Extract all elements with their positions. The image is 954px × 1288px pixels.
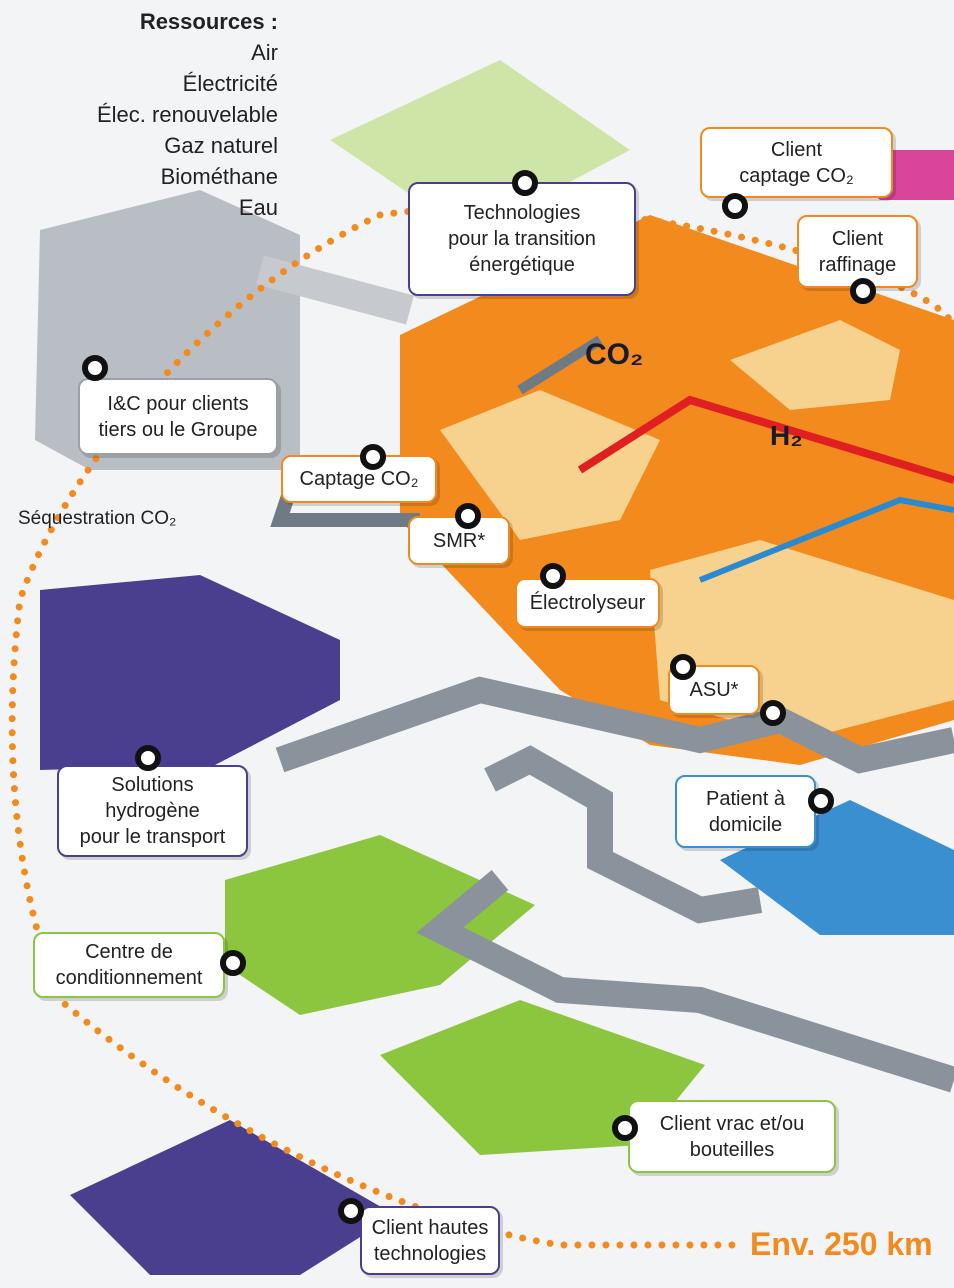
marker <box>670 654 696 680</box>
label-line: domicile <box>677 812 814 838</box>
marker <box>220 950 246 976</box>
marker <box>540 563 566 589</box>
marker <box>850 278 876 304</box>
resource: Gaz naturel <box>97 130 278 161</box>
marker <box>808 788 834 814</box>
marker <box>360 444 386 470</box>
label-line: ASU* <box>670 677 758 703</box>
resource: Biométhane <box>97 161 278 192</box>
label-technologies: Technologies pour la transition énergéti… <box>408 182 636 296</box>
label-line: Technologies <box>410 200 634 226</box>
resources: Ressources : Air Électricité Élec. renou… <box>97 6 278 223</box>
label-line: Solutions <box>59 772 246 798</box>
label-line: Client <box>702 137 891 163</box>
label-captage: Captage CO₂ <box>281 455 437 503</box>
label-line: Client <box>799 226 916 252</box>
h2-flow-label: H₂ <box>770 420 803 452</box>
resources-title: Ressources : <box>97 6 278 37</box>
label-sequestration: Séquestration CO₂ <box>18 508 176 530</box>
distance-label: Env. 250 km <box>750 1226 933 1263</box>
label-line: tiers ou le Groupe <box>80 417 276 443</box>
label-line: Patient à <box>677 786 814 812</box>
hightech-area <box>70 1120 395 1275</box>
page: Ressources : Air Électricité Élec. renou… <box>0 0 954 1288</box>
hydrogen-area <box>40 575 340 770</box>
label-electrolyseur: Électrolyseur <box>515 578 660 628</box>
packaging-area <box>225 835 535 1015</box>
label-line: conditionnement <box>35 965 223 991</box>
resource: Air <box>97 37 278 68</box>
label-raffinage: Client raffinage <box>797 215 918 288</box>
marker <box>455 503 481 529</box>
marker <box>512 170 538 196</box>
marker <box>82 355 108 381</box>
label-hautes: Client hautes technologies <box>360 1206 500 1275</box>
label-line: Centre de <box>35 939 223 965</box>
resource: Eau <box>97 192 278 223</box>
label-client-captage: Client captage CO₂ <box>700 127 893 198</box>
resource: Électricité <box>97 68 278 99</box>
marker <box>722 193 748 219</box>
label-line: énergétique <box>410 252 634 278</box>
label-line: Captage CO₂ <box>283 466 435 492</box>
label-solutions: Solutions hydrogène pour le transport <box>57 765 248 857</box>
marker <box>760 700 786 726</box>
label-line: SMR* <box>410 528 508 554</box>
label-line: raffinage <box>799 252 916 278</box>
marker <box>338 1198 364 1224</box>
label-line: bouteilles <box>630 1137 834 1163</box>
label-line: pour le transport <box>59 824 246 850</box>
label-line: technologies <box>362 1241 498 1267</box>
label-patient: Patient à domicile <box>675 775 816 848</box>
label-line: I&C pour clients <box>80 391 276 417</box>
marker <box>612 1115 638 1141</box>
marker <box>135 745 161 771</box>
label-line: Électrolyseur <box>517 590 658 616</box>
label-line: Client hautes <box>362 1215 498 1241</box>
co2-flow-label: CO₂ <box>585 338 643 372</box>
label-line: hydrogène <box>59 798 246 824</box>
label-centre: Centre de conditionnement <box>33 932 225 998</box>
resource: Élec. renouvelable <box>97 99 278 130</box>
label-ic: I&C pour clients tiers ou le Groupe <box>78 378 278 455</box>
label-line: pour la transition <box>410 226 634 252</box>
label-line: Client vrac et/ou <box>630 1111 834 1137</box>
label-vrac: Client vrac et/ou bouteilles <box>628 1100 836 1173</box>
label-line: captage CO₂ <box>702 163 891 189</box>
